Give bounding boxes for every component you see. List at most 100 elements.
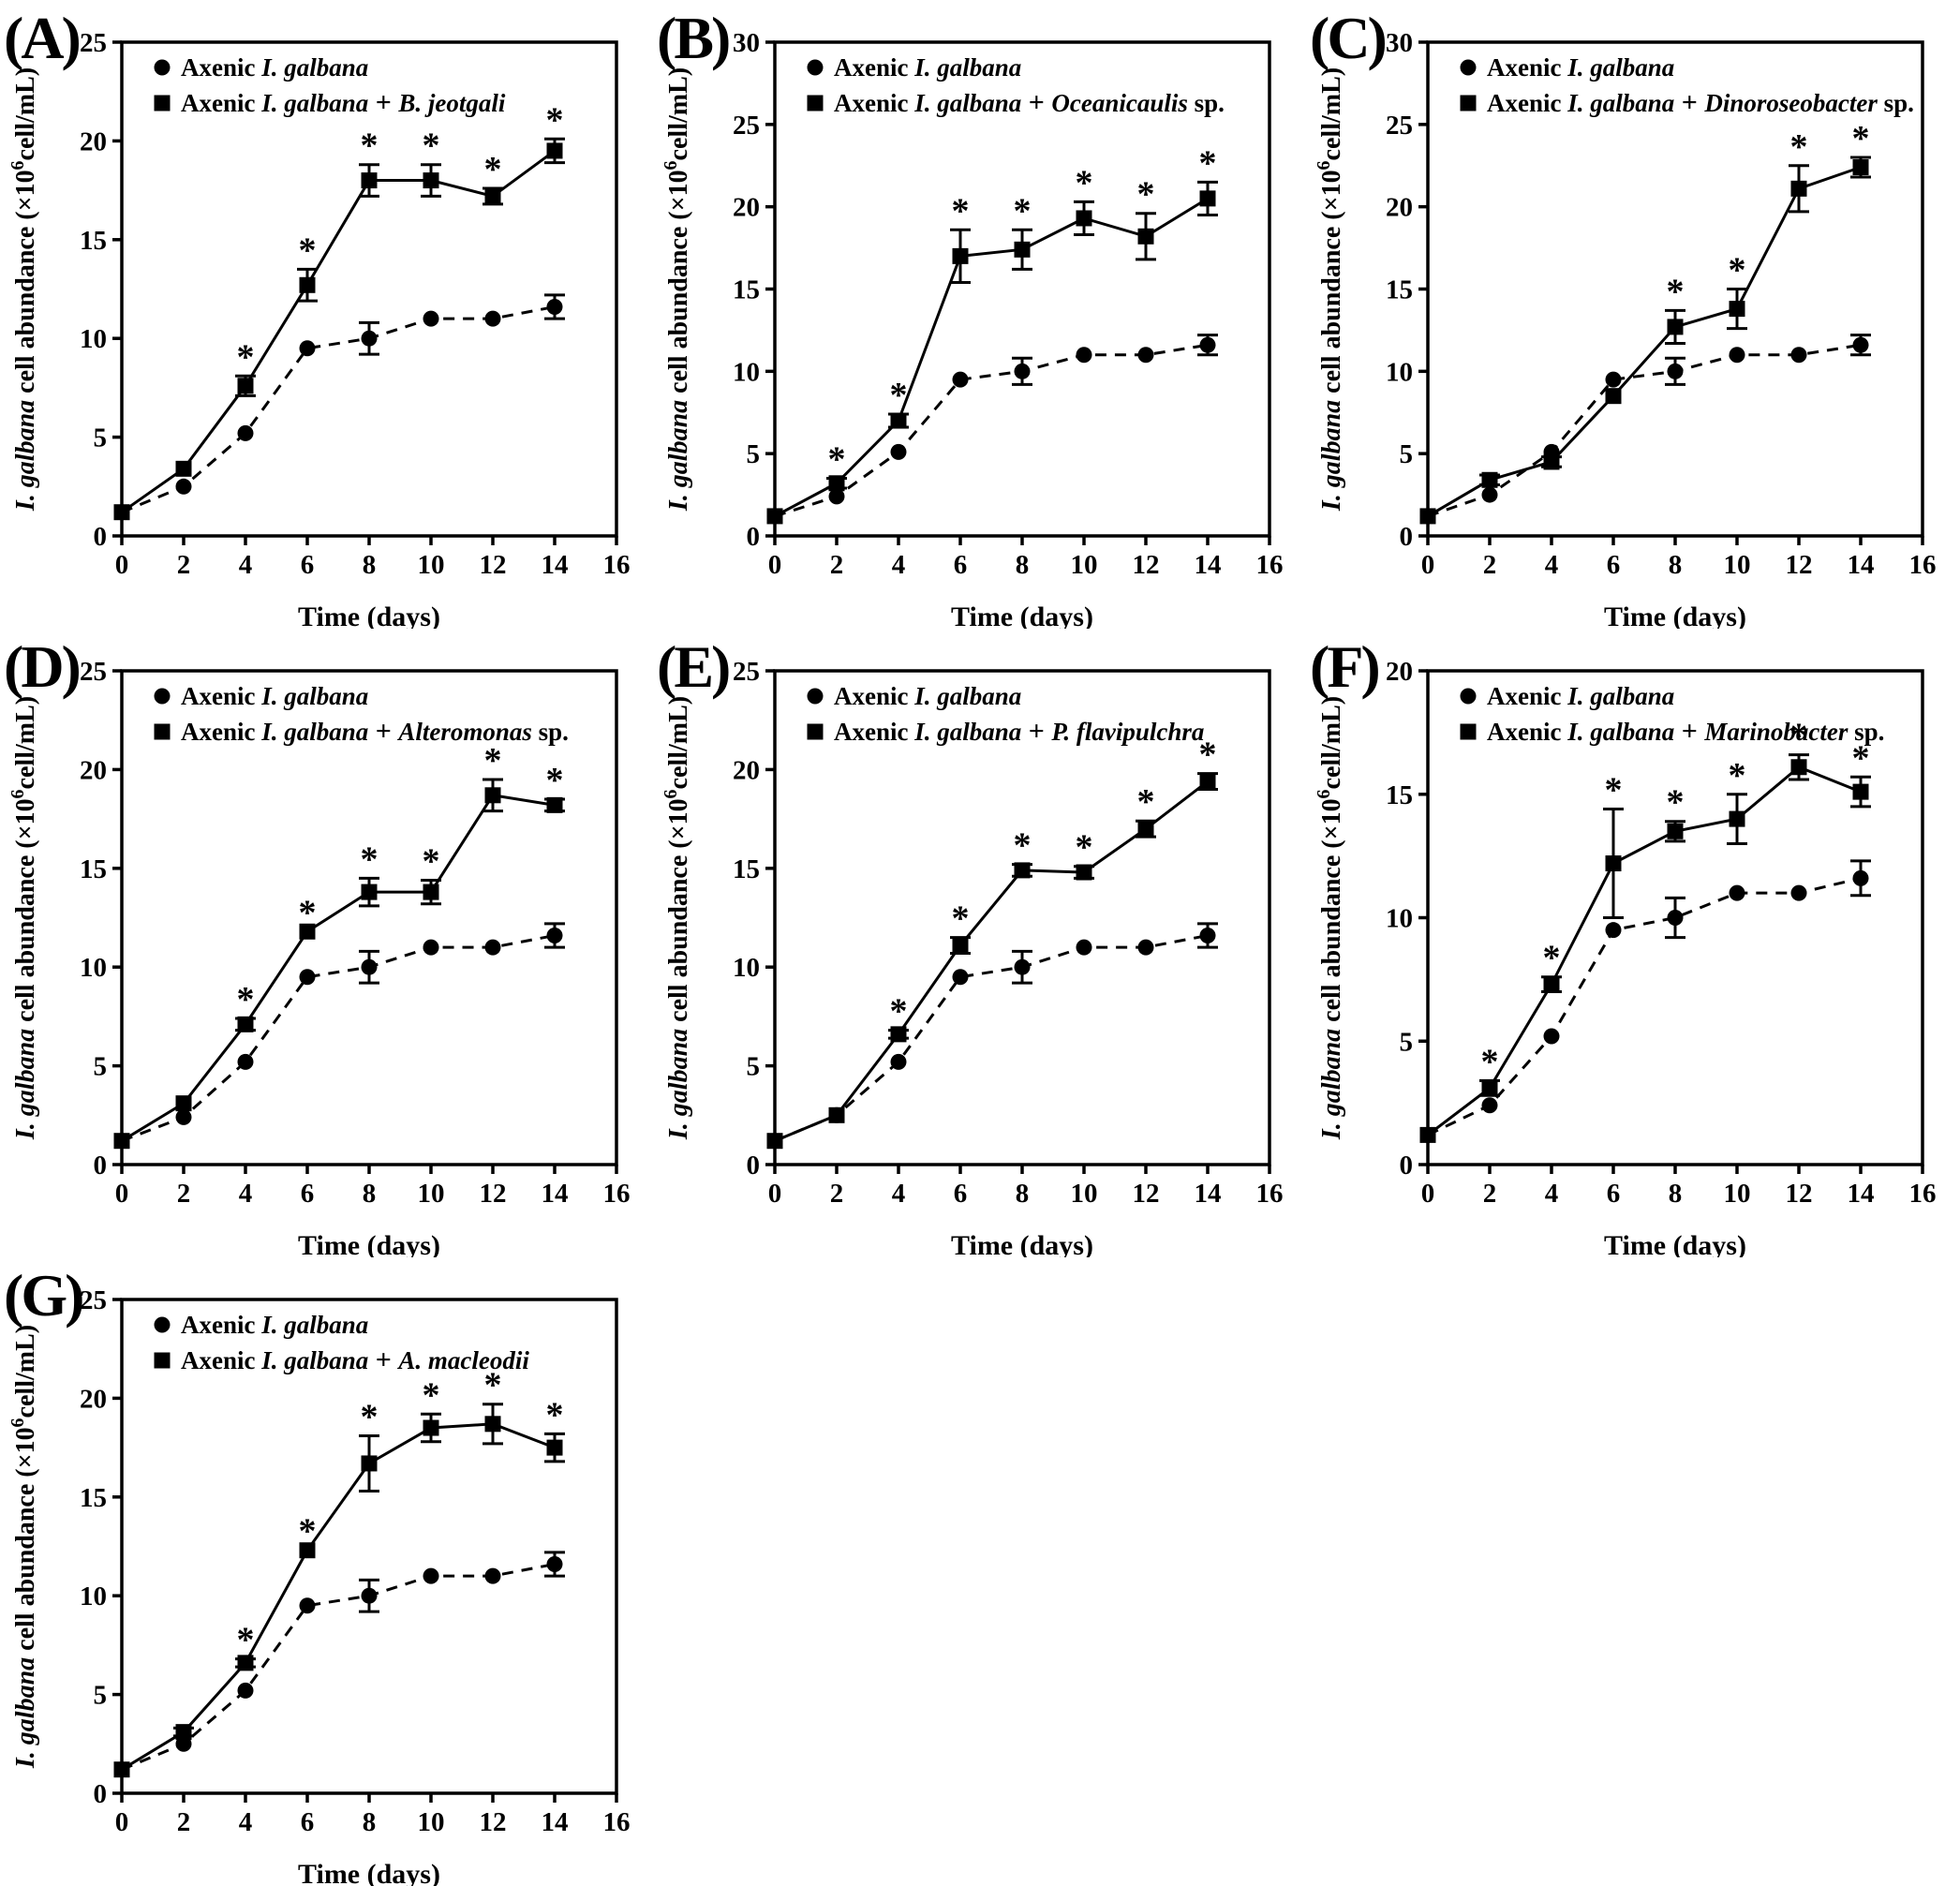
x-tick-label: 0 <box>768 550 782 580</box>
x-tick-label: 12 <box>1786 1179 1813 1209</box>
x-tick-label: 6 <box>301 1807 315 1837</box>
legend-circle-marker <box>1460 59 1477 76</box>
y-tick-label: 0 <box>747 522 761 552</box>
significance-star: * <box>1667 272 1685 311</box>
y-tick-label: 25 <box>733 111 760 141</box>
significance-star: * <box>1729 756 1746 795</box>
significance-star: * <box>1199 143 1217 183</box>
y-tick-label: 15 <box>80 854 107 884</box>
x-tick-label: 0 <box>768 1179 782 1209</box>
y-tick-label: 0 <box>94 1779 108 1809</box>
y-axis-title: I. galbana cell abundance (×106cell/mL) <box>7 67 40 512</box>
series-axenic-line <box>121 1562 556 1772</box>
x-tick-label: 4 <box>1545 1179 1559 1209</box>
x-tick-label: 4 <box>239 550 253 580</box>
series-coculture-markers <box>766 773 1216 1150</box>
significance-star: * <box>828 440 846 480</box>
growth-chart-B: 0 2 4 6 8 10 12 14 16 Time (days) 0 5 10 15 20 25 30 I. g… <box>661 28 1284 629</box>
x-tick-label: 12 <box>1786 550 1813 580</box>
legend-entry-coculture: Axenic I. galbana + A. macleodii <box>181 1344 529 1375</box>
legend-circle-marker <box>807 688 824 705</box>
x-tick-label: 10 <box>1724 1179 1751 1209</box>
y-tick-label: 30 <box>1386 28 1413 58</box>
x-tick-label: 12 <box>1133 550 1160 580</box>
legend: Axenic I. galbana Axenic I. galbana + Oce… <box>807 53 1225 118</box>
y-axis: 0 5 10 15 20 I. galbana cell abundance (×106c… <box>1314 657 1428 1181</box>
panel-letter-G: (G) <box>4 1262 84 1329</box>
x-tick-label: 16 <box>1909 1179 1937 1209</box>
x-axis: 0 2 4 6 8 10 12 14 16 Time (days) <box>768 536 1284 629</box>
y-tick-label: 5 <box>1400 439 1414 469</box>
x-tick-label: 8 <box>1016 1179 1030 1209</box>
x-tick-label: 4 <box>892 1179 906 1209</box>
significance-star: * <box>423 1375 440 1415</box>
significance-stars: * * * * * * * <box>828 143 1217 479</box>
x-tick-label: 14 <box>542 1807 569 1837</box>
growth-chart-A: 0 2 4 6 8 10 12 14 16 Time (days) 0 5 10 15 20 25 I. gal… <box>7 28 631 629</box>
series-axenic-markers <box>1419 869 1869 1143</box>
series-coculture-markers <box>1419 759 1869 1143</box>
legend-square-marker <box>154 1352 171 1369</box>
x-axis: 0 2 4 6 8 10 12 14 16 Time (days) <box>115 1165 631 1257</box>
x-tick-label: 2 <box>177 1807 191 1837</box>
y-axis: 0 5 10 15 20 25 30 I. galbana cell abundance (×… <box>661 28 775 552</box>
panel-F: (F) 0 2 4 6 8 10 12 14 16 Time (days) 0 5 10 15 20 I. g… <box>1306 629 1959 1257</box>
y-axis-title: I. galbana cell abundance (×106cell/mL) <box>1314 67 1346 512</box>
significance-star: * <box>361 1397 379 1436</box>
y-tick-label: 20 <box>1386 657 1413 687</box>
y-tick-label: 20 <box>80 755 107 785</box>
x-tick-label: 0 <box>115 1807 129 1837</box>
series-coculture-line <box>121 149 556 513</box>
legend-entry-coculture: Axenic I. galbana + Dinoroseobacter sp. <box>1487 87 1914 118</box>
x-tick-label: 4 <box>239 1179 253 1209</box>
legend: Axenic I. galbana Axenic I. galbana + Din… <box>1460 53 1914 118</box>
y-axis-title: I. galbana cell abundance (×106cell/mL) <box>661 67 693 512</box>
x-tick-label: 10 <box>1071 550 1098 580</box>
x-tick-label: 16 <box>1909 550 1937 580</box>
x-tick-label: 6 <box>1607 550 1621 580</box>
growth-chart-D: 0 2 4 6 8 10 12 14 16 Time (days) 0 5 10 15 20 25 I. gal… <box>7 657 631 1257</box>
legend-circle-marker <box>154 688 171 705</box>
x-tick-label: 8 <box>363 550 377 580</box>
legend: Axenic I. galbana Axenic I. galbana + P. … <box>807 682 1204 747</box>
x-tick-label: 10 <box>418 1807 445 1837</box>
series-coculture-line <box>121 1422 556 1771</box>
y-tick-label: 20 <box>80 126 107 156</box>
x-tick-label: 14 <box>542 550 569 580</box>
y-axis-title: I. galbana cell abundance (×106cell/mL) <box>1314 696 1346 1140</box>
significance-star: * <box>1729 251 1746 290</box>
x-tick-label: 4 <box>892 550 906 580</box>
x-axis-title: Time (days) <box>951 1230 1093 1257</box>
legend-entry-coculture: Axenic I. galbana + B. jeotgali <box>181 87 506 118</box>
legend-circle-marker <box>154 59 171 76</box>
x-axis-title: Time (days) <box>298 601 440 629</box>
legend-square-marker <box>807 95 824 111</box>
x-tick-label: 10 <box>418 1179 445 1209</box>
significance-star: * <box>299 1512 317 1552</box>
x-axis: 0 2 4 6 8 10 12 14 16 Time (days) <box>768 1165 1284 1257</box>
significance-star: * <box>1790 717 1808 756</box>
significance-star: * <box>546 1395 564 1434</box>
y-axis: 0 5 10 15 20 25 I. galbana cell abundance (×10… <box>7 28 122 552</box>
series-coculture-markers <box>113 142 563 521</box>
x-axis: 0 2 4 6 8 10 12 14 16 Time (days) <box>1421 536 1937 629</box>
y-tick-label: 10 <box>80 953 107 983</box>
x-tick-label: 0 <box>115 1179 129 1209</box>
legend-entry-coculture: Axenic I. galbana + P. flavipulchra <box>834 716 1204 747</box>
series-axenic-line <box>121 933 556 1143</box>
x-tick-label: 10 <box>418 550 445 580</box>
legend-entry-axenic: Axenic I. galbana <box>181 1311 368 1339</box>
series-coculture-markers <box>766 190 1216 525</box>
x-tick-label: 6 <box>301 550 315 580</box>
significance-star: * <box>299 893 317 932</box>
significance-star: * <box>1076 163 1093 202</box>
x-tick-label: 0 <box>1421 550 1435 580</box>
legend-circle-marker <box>1460 688 1477 705</box>
significance-star: * <box>890 376 908 415</box>
series-axenic-markers <box>113 298 563 521</box>
y-tick-label: 10 <box>733 953 760 983</box>
significance-stars: * * * * * * <box>890 735 1217 1032</box>
series-axenic-line <box>1427 343 1862 518</box>
error-bars <box>173 1403 565 1738</box>
significance-star: * <box>1481 1042 1499 1081</box>
